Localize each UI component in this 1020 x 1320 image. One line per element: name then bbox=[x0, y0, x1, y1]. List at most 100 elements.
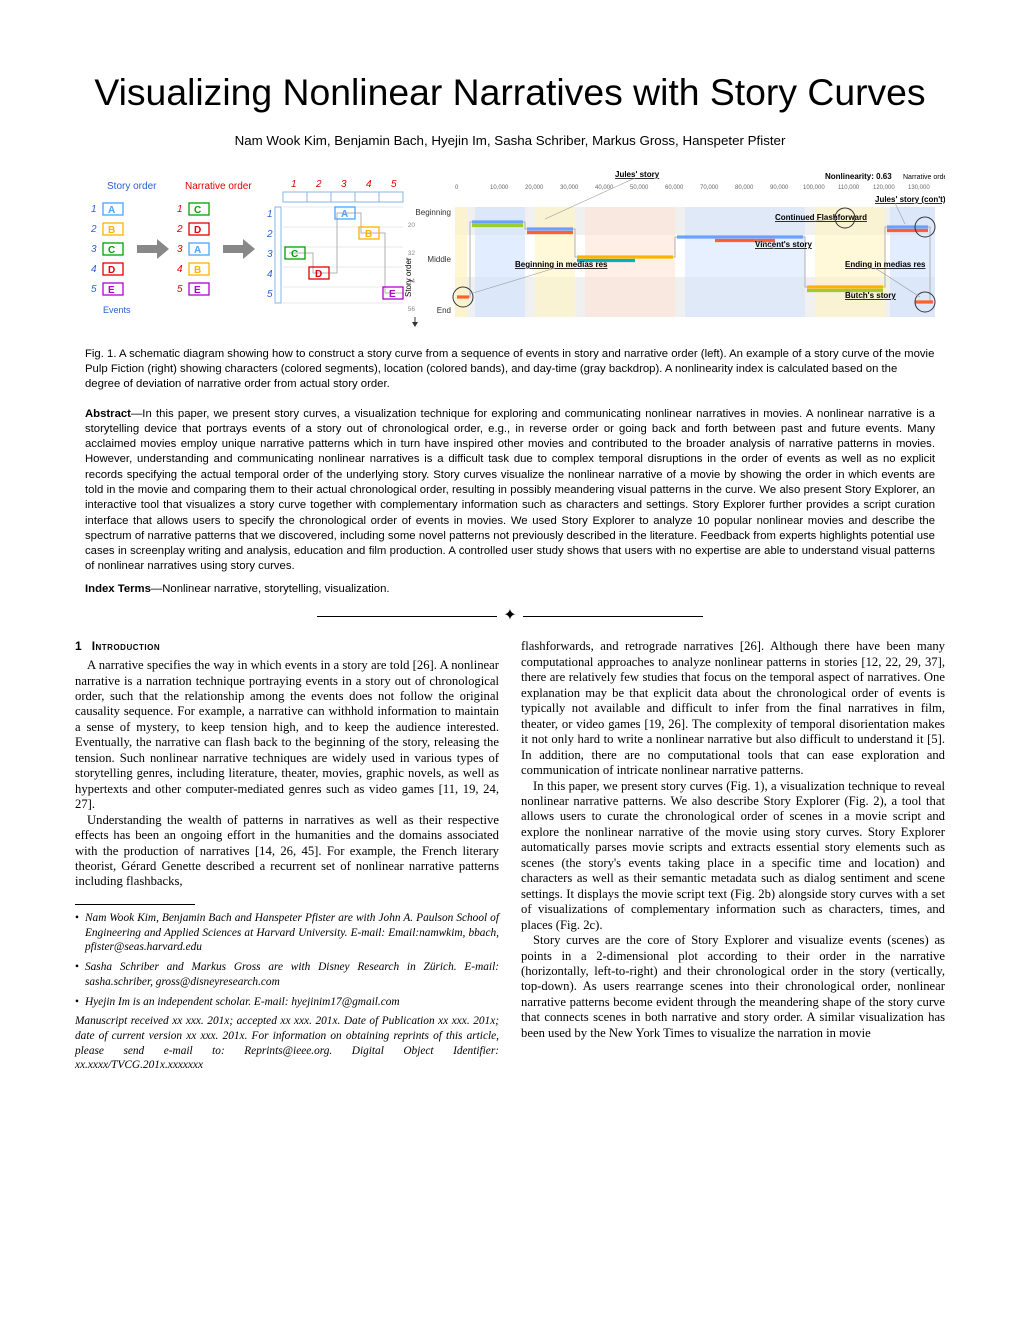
pulp-fiction-chart: Jules' story Nonlinearity: 0.63 Narrativ… bbox=[404, 170, 945, 327]
column-right: flashforwards, and retrograde narratives… bbox=[521, 639, 945, 1073]
svg-text:B: B bbox=[365, 229, 372, 240]
paper-authors: Nam Wook Kim, Benjamin Bach, Hyejin Im, … bbox=[75, 133, 945, 149]
svg-text:E: E bbox=[108, 285, 115, 296]
svg-text:4: 4 bbox=[267, 269, 273, 280]
svg-text:A: A bbox=[108, 205, 115, 216]
affiliation-1: •Nam Wook Kim, Benjamin Bach and Hanspet… bbox=[75, 911, 499, 955]
svg-text:A: A bbox=[194, 245, 201, 256]
affiliation-2: •Sasha Schriber and Markus Gross are wit… bbox=[75, 960, 499, 989]
manuscript-info: Manuscript received xx xxx. 201x; accept… bbox=[75, 1014, 499, 1073]
narrative-order-column: 1C 2D 3A 4B 5E bbox=[176, 203, 209, 296]
annot-jules: Jules' story bbox=[615, 170, 660, 179]
para-1-1: A narrative specifies the way in which e… bbox=[75, 658, 499, 813]
svg-text:B: B bbox=[108, 225, 115, 236]
svg-text:5: 5 bbox=[91, 284, 97, 295]
svg-text:2: 2 bbox=[266, 229, 273, 240]
svg-text:1: 1 bbox=[267, 209, 273, 220]
svg-text:Middle: Middle bbox=[427, 255, 451, 264]
footnote-rule bbox=[75, 904, 195, 905]
svg-text:120,000: 120,000 bbox=[873, 185, 895, 191]
svg-text:3: 3 bbox=[267, 249, 273, 260]
svg-text:4: 4 bbox=[366, 179, 372, 190]
abstract: Abstract—In this paper, we present story… bbox=[85, 407, 935, 575]
section-1-heading: 1 Introduction bbox=[75, 639, 499, 654]
svg-text:2: 2 bbox=[90, 224, 97, 235]
svg-text:2: 2 bbox=[176, 224, 183, 235]
para-2-2: In this paper, we present story curves (… bbox=[521, 779, 945, 934]
para-2-3: Story curves are the core of Story Explo… bbox=[521, 933, 945, 1041]
svg-text:130,000: 130,000 bbox=[908, 185, 930, 191]
label-events: Events bbox=[103, 305, 131, 315]
svg-text:C: C bbox=[194, 205, 201, 216]
index-terms-text: —Nonlinear narrative, storytelling, visu… bbox=[151, 583, 390, 595]
svg-text:1: 1 bbox=[177, 204, 183, 215]
label-narr-order-arrow: Narrative order → bbox=[903, 174, 945, 181]
svg-text:D: D bbox=[194, 225, 201, 236]
svg-text:D: D bbox=[315, 269, 322, 280]
svg-text:56: 56 bbox=[408, 306, 416, 313]
svg-text:D: D bbox=[108, 265, 115, 276]
svg-text:3: 3 bbox=[177, 244, 183, 255]
index-terms-label: Index Terms bbox=[85, 583, 151, 595]
section-number: 1 bbox=[75, 639, 82, 653]
annot-continued-ff: Continued Flashforward bbox=[775, 213, 867, 222]
svg-text:3: 3 bbox=[341, 179, 347, 190]
svg-text:Beginning: Beginning bbox=[415, 208, 451, 217]
svg-text:40,000: 40,000 bbox=[595, 185, 614, 191]
svg-text:32: 32 bbox=[408, 250, 416, 257]
paper-title: Visualizing Nonlinear Narratives with St… bbox=[75, 70, 945, 115]
schematic-grid: 1 2 3 4 5 1 2 3 4 5 bbox=[266, 179, 403, 303]
svg-text:80,000: 80,000 bbox=[735, 185, 754, 191]
label-story-order: Story order bbox=[107, 181, 157, 192]
column-left: 1 Introduction A narrative specifies the … bbox=[75, 639, 499, 1073]
svg-text:20: 20 bbox=[408, 222, 416, 229]
annot-vincent: Vincent's story bbox=[755, 240, 812, 249]
svg-text:4: 4 bbox=[177, 264, 183, 275]
svg-text:70,000: 70,000 bbox=[700, 185, 719, 191]
svg-text:End: End bbox=[437, 306, 451, 315]
para-2-1: flashforwards, and retrograde narratives… bbox=[521, 639, 945, 778]
svg-text:C: C bbox=[108, 245, 115, 256]
arrow-1 bbox=[137, 239, 169, 259]
svg-text:100,000: 100,000 bbox=[803, 185, 825, 191]
label-story-order-y: Story order bbox=[404, 257, 413, 297]
figure-1-svg: Story order 1A 2B 3C 4D 5E Events Narrat… bbox=[75, 167, 945, 337]
abstract-label: Abstract bbox=[85, 408, 131, 420]
svg-text:1: 1 bbox=[291, 179, 297, 190]
svg-text:3: 3 bbox=[91, 244, 97, 255]
annot-begin-medias: Beginning in medias res bbox=[515, 260, 608, 269]
svg-text:60,000: 60,000 bbox=[665, 185, 684, 191]
svg-text:90,000: 90,000 bbox=[770, 185, 789, 191]
body-columns: 1 Introduction A narrative specifies the … bbox=[75, 639, 945, 1073]
annot-jules-cont: Jules' story (con't) bbox=[875, 195, 945, 204]
svg-text:1: 1 bbox=[91, 204, 97, 215]
svg-text:5: 5 bbox=[391, 179, 397, 190]
svg-text:E: E bbox=[389, 289, 396, 300]
svg-text:2: 2 bbox=[315, 179, 322, 190]
abstract-text: —In this paper, we present story curves,… bbox=[85, 408, 935, 573]
svg-text:10,000: 10,000 bbox=[490, 185, 509, 191]
svg-text:20,000: 20,000 bbox=[525, 185, 544, 191]
index-terms: Index Terms—Nonlinear narrative, storyte… bbox=[85, 583, 935, 597]
svg-text:B: B bbox=[194, 265, 201, 276]
svg-text:E: E bbox=[194, 285, 201, 296]
svg-text:0: 0 bbox=[455, 185, 459, 191]
svg-text:4: 4 bbox=[91, 264, 97, 275]
label-narrative-order: Narrative order bbox=[185, 181, 252, 192]
section-divider: ✦ bbox=[75, 606, 945, 625]
label-nonlinearity: Nonlinearity: 0.63 bbox=[825, 172, 892, 181]
svg-text:A: A bbox=[341, 209, 348, 220]
section-title: Introduction bbox=[92, 639, 160, 653]
svg-text:C: C bbox=[291, 249, 298, 260]
svg-text:5: 5 bbox=[267, 289, 273, 300]
svg-text:5: 5 bbox=[177, 284, 183, 295]
figure-1: Story order 1A 2B 3C 4D 5E Events Narrat… bbox=[75, 167, 945, 393]
annot-butch: Butch's story bbox=[845, 291, 896, 300]
svg-text:110,000: 110,000 bbox=[838, 185, 860, 191]
para-1-2: Understanding the wealth of patterns in … bbox=[75, 813, 499, 890]
svg-text:30,000: 30,000 bbox=[560, 185, 579, 191]
figure-1-caption: Fig. 1. A schematic diagram showing how … bbox=[85, 347, 935, 393]
annot-end-medias: Ending in medias res bbox=[845, 260, 926, 269]
affiliation-3: •Hyejin Im is an independent scholar. E-… bbox=[75, 995, 499, 1010]
story-order-column: 1A 2B 3C 4D 5E Events bbox=[90, 203, 131, 315]
